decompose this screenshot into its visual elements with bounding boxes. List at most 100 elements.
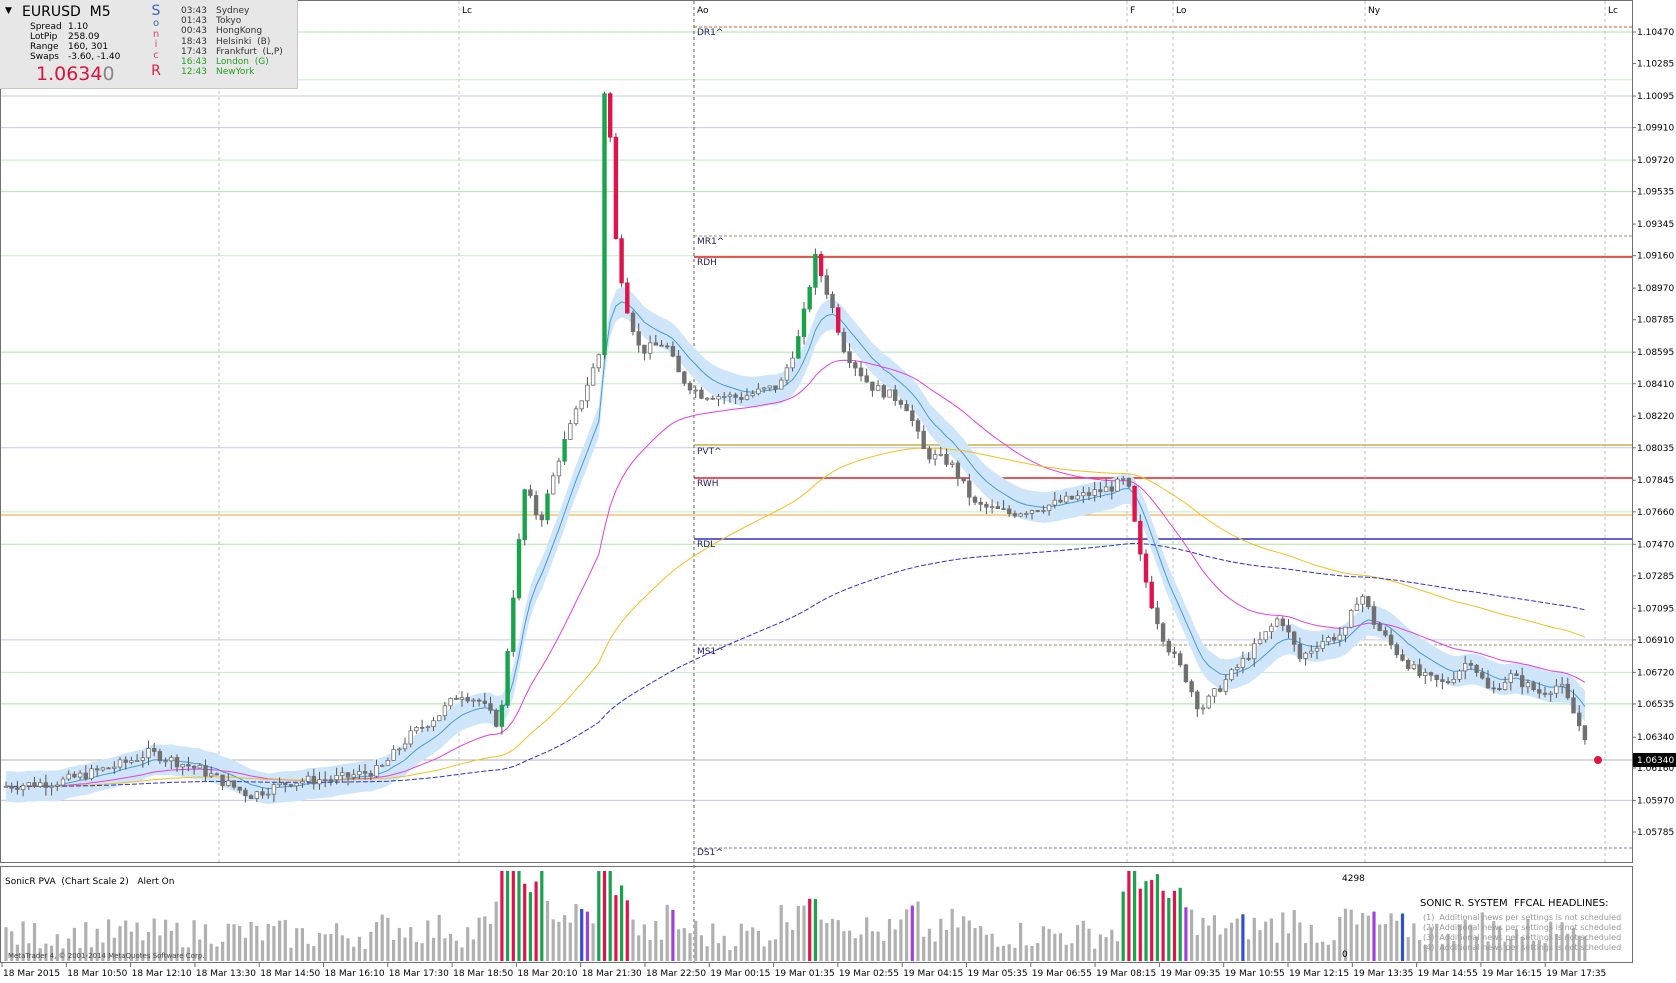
bear-candle — [1537, 689, 1542, 694]
pivot-label: MR1^ — [697, 237, 724, 247]
volume-bar — [625, 900, 629, 961]
sonic-letter: S — [151, 3, 161, 19]
volume-bar — [1252, 917, 1256, 961]
bull-candle — [26, 782, 31, 787]
bear-candle — [157, 751, 163, 762]
bull-candle — [796, 336, 801, 359]
volume-bar — [477, 917, 481, 961]
bull-candle — [1115, 478, 1120, 492]
sub-window-frame — [0, 866, 1633, 963]
volume-bar — [574, 904, 578, 961]
volume-bar — [1076, 925, 1080, 961]
bear-candle — [830, 293, 835, 309]
volume-bar — [677, 929, 681, 961]
volume-bar — [773, 939, 778, 961]
candlesticks — [3, 91, 1588, 803]
bull-candle — [1103, 486, 1109, 493]
volume-bar — [557, 921, 561, 961]
bull-candle — [38, 782, 43, 787]
bull-candle — [265, 793, 271, 796]
time-tick-label: 18 Mar 21:30 — [582, 969, 642, 979]
price-tick-label: 1.06160 — [1637, 764, 1674, 774]
volume-bar — [466, 927, 470, 961]
stat-label: Spread — [30, 22, 62, 32]
volume-bar — [443, 938, 447, 961]
volume-bar — [1269, 918, 1273, 961]
bull-candle — [112, 766, 117, 769]
bear-candle — [1480, 672, 1485, 679]
price-tick-label: 1.06340 — [1637, 733, 1674, 743]
bull-candle — [334, 775, 339, 781]
volume-bar — [243, 937, 247, 961]
pivot-label: DR1^ — [697, 28, 723, 38]
bear-candle — [1542, 692, 1548, 695]
bear-candle — [984, 503, 989, 508]
volume-bar — [483, 916, 487, 961]
volume-bar — [711, 923, 715, 961]
price-tick-label: 1.07660 — [1637, 508, 1674, 518]
volume-bar — [1019, 922, 1023, 961]
bear-candle — [1406, 659, 1411, 669]
bear-candle — [95, 768, 100, 771]
collapse-triangle-icon[interactable]: ▼ — [5, 6, 12, 16]
stat-lotpip: LotPip 258.09 — [30, 32, 100, 42]
volume-bar — [1355, 924, 1359, 961]
bear-candle — [893, 389, 898, 401]
volume-bar — [1321, 941, 1325, 961]
bull-candle — [226, 780, 231, 786]
volume-bar — [84, 922, 88, 961]
volume-bar — [118, 926, 122, 961]
volume-bar — [1155, 874, 1159, 961]
volume-bar — [1264, 921, 1268, 961]
bull-candle — [1411, 664, 1417, 669]
price-tick-label: 1.06720 — [1637, 668, 1674, 678]
volume-bar — [1469, 924, 1473, 961]
volume-bar — [420, 943, 424, 961]
volume-bar — [500, 871, 504, 961]
volume-bar — [1064, 944, 1068, 961]
session-marker-ny: Ny — [1368, 6, 1381, 16]
volume-bar — [431, 937, 436, 961]
bear-candle — [493, 709, 499, 727]
bear-candle — [214, 773, 220, 776]
bull-candle — [950, 462, 955, 465]
bull-candle — [1092, 489, 1097, 496]
volume-bar — [1520, 936, 1524, 961]
time-tick-label: 19 Mar 01:35 — [775, 969, 835, 979]
volume-bar — [791, 929, 795, 961]
bull-candle — [932, 454, 938, 460]
bear-candle — [1012, 513, 1018, 517]
volume-bar — [1121, 891, 1125, 961]
time-tick-label: 19 Mar 13:35 — [1353, 969, 1413, 979]
volume-bar — [1435, 923, 1439, 961]
bull-candle — [140, 757, 145, 761]
time-tick-label: 18 Mar 14:50 — [260, 969, 320, 979]
volume-bar — [437, 914, 441, 961]
volume-bar — [255, 925, 259, 961]
bull-candle — [875, 385, 881, 391]
bear-candle — [625, 282, 630, 314]
volume-bar — [1526, 918, 1530, 961]
volume-bar — [1549, 921, 1553, 961]
volume-bar — [1503, 941, 1507, 961]
bull-candle — [545, 493, 550, 521]
bull-candle — [1121, 477, 1126, 480]
volume-bar — [990, 933, 994, 961]
volume-bar — [956, 927, 960, 961]
price-tick-label: 1.07845 — [1637, 476, 1674, 486]
volume-bar — [1400, 913, 1405, 961]
bull-candle — [1502, 682, 1508, 691]
volume-bar — [232, 924, 236, 961]
volume-bar — [1497, 926, 1501, 961]
volume-bar — [1326, 944, 1330, 961]
bear-candle — [670, 346, 676, 357]
volume-bar — [1315, 942, 1319, 961]
bear-candle — [864, 375, 869, 383]
bull-candle — [1554, 685, 1559, 694]
bull-candle — [459, 697, 465, 700]
time-tick-label: 19 Mar 17:35 — [1546, 969, 1606, 979]
bear-candle — [9, 785, 14, 789]
volume-bar — [1509, 938, 1513, 961]
bear-candle — [1246, 657, 1251, 660]
